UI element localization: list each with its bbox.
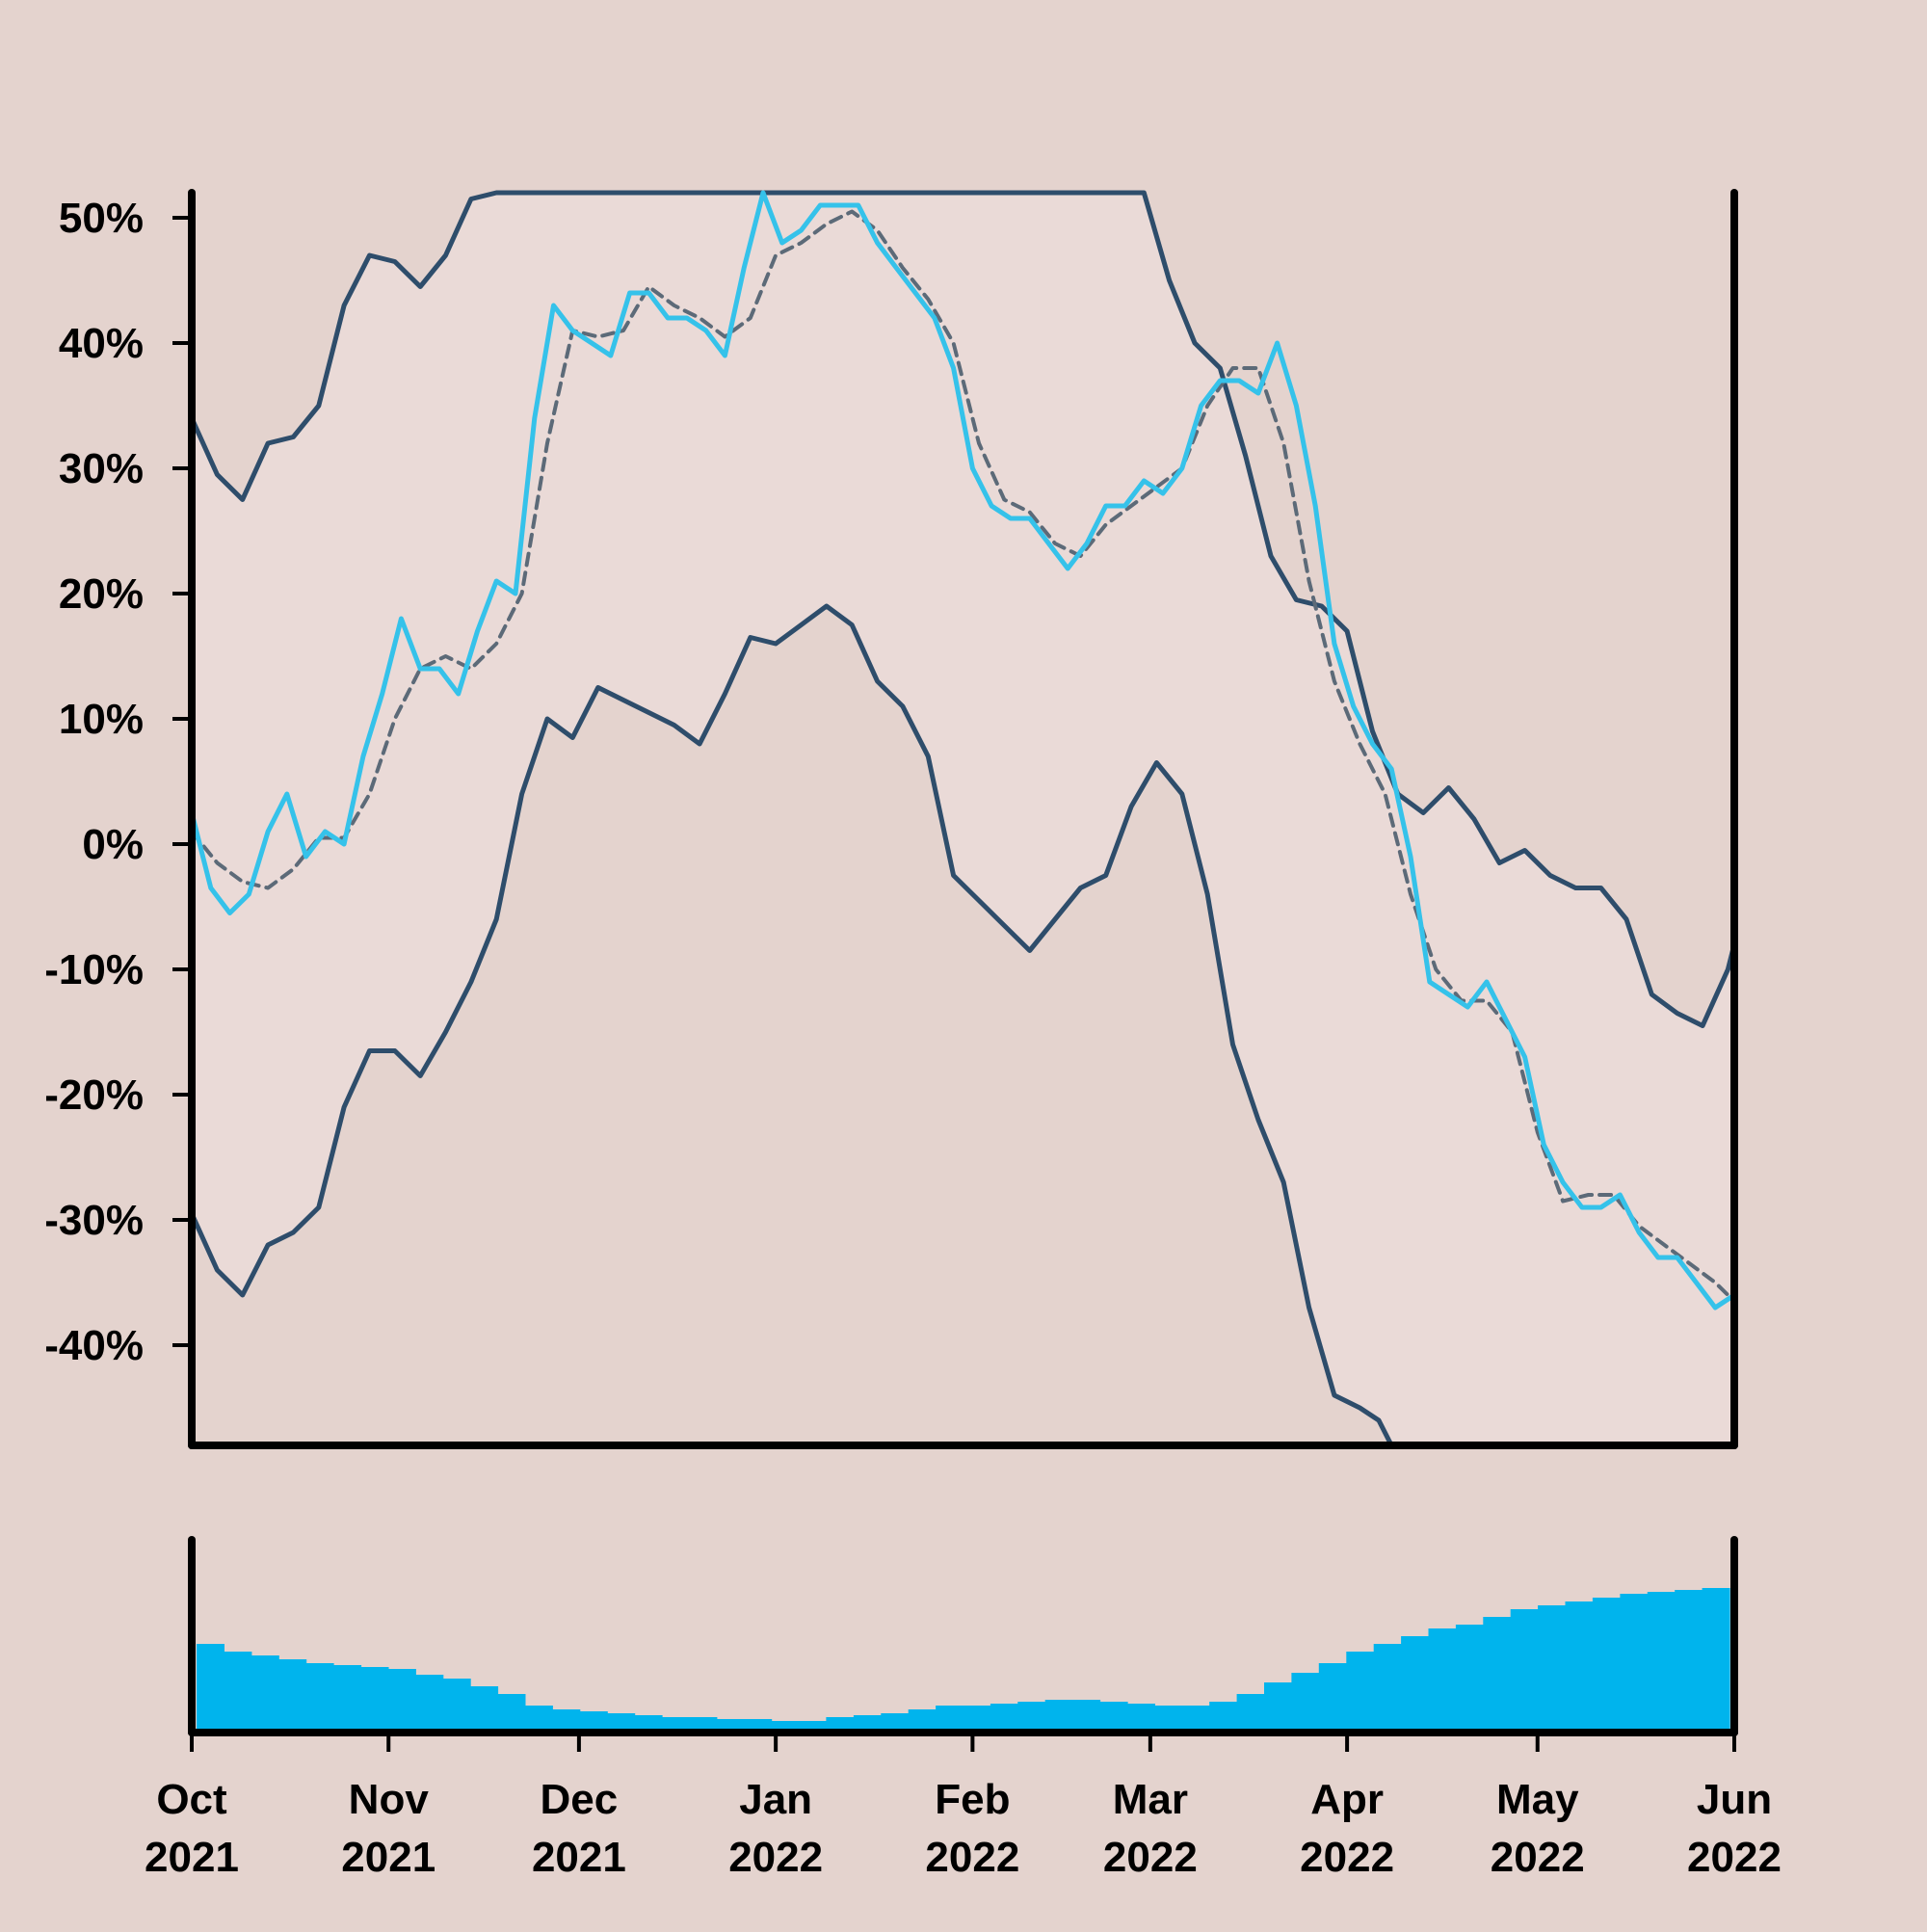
y-tick-label: 20% [59,570,144,618]
volume-bar [1510,1609,1539,1733]
series-line-lower-band [189,603,1394,1448]
volume-bar [607,1713,636,1733]
y-tick-label: -40% [44,1322,144,1369]
volume-bar [1428,1628,1457,1733]
series-line-moving-average [190,209,1736,1304]
y-tick-label: 0% [82,821,144,868]
y-tick-label: -30% [44,1197,144,1244]
volume-bar [1099,1702,1128,1733]
y-tick-label: 30% [59,445,144,492]
x-tick-month-label: Mar [1113,1776,1188,1823]
x-tick-month-label: May [1496,1776,1579,1823]
y-tick-label: -20% [44,1072,144,1119]
volume-bar [197,1644,224,1733]
axes-layer [188,189,1738,1736]
volume-bar [936,1706,964,1733]
volume-bar [442,1679,471,1733]
x-tick-month-label: Jan [739,1776,812,1823]
volume-bar [251,1655,279,1733]
volume-bar [1127,1704,1155,1733]
volume-bar [1647,1592,1676,1733]
volume-bar [387,1669,416,1733]
x-tick-year-label: 2022 [1300,1834,1394,1881]
volume-bar [1620,1594,1649,1733]
volume-bar [881,1713,910,1733]
volume-bar [1592,1598,1621,1733]
volume-bar [1702,1588,1730,1733]
series-line-price [189,190,1737,1310]
volume-bar [1373,1644,1402,1733]
volume-bar [1264,1682,1292,1733]
x-tick-year-label: 2022 [1687,1834,1782,1881]
volume-bar [1291,1673,1320,1733]
volume-bar [497,1694,526,1733]
volume-bar [278,1659,307,1733]
volume-bar [634,1715,663,1733]
volume-bar [1483,1617,1512,1733]
x-tick-month-label: Jun [1697,1776,1772,1823]
x-tick-month-label: Apr [1310,1776,1384,1823]
x-tick-year-label: 2021 [145,1834,239,1881]
volume-bar [1154,1706,1183,1733]
y-tick-label: -10% [44,946,144,993]
volume-bar [1072,1700,1101,1733]
ticks-layer: 50% 40% 30% 20% 10% 0% -10% -20% -30% -40% Oct 2021… [44,195,1782,1881]
volume-bar [963,1706,991,1733]
y-tick-label: 10% [59,696,144,743]
series-line-upper-band [189,190,1737,1028]
x-tick-year-label: 2021 [532,1834,626,1881]
y-tick-label: 50% [59,195,144,242]
volume-bar [579,1711,608,1733]
x-tick-year-label: 2022 [1103,1834,1198,1881]
series-layer [189,190,1737,1448]
x-tick-month-label: Feb [935,1776,1010,1823]
volume-bar [470,1686,499,1733]
volume-bar [853,1715,882,1733]
x-tick-month-label: Dec [541,1776,619,1823]
volume-bar [1565,1601,1594,1733]
band-layer [192,193,1734,1445]
x-tick-year-label: 2022 [1491,1834,1585,1881]
x-tick-year-label: 2022 [728,1834,823,1881]
x-tick-year-label: 2022 [925,1834,1019,1881]
volume-bar [333,1665,362,1733]
volume-bar [1181,1706,1210,1733]
band-fill [192,193,1734,1445]
volume-bar [1017,1702,1046,1733]
volume-bar [1044,1700,1073,1733]
x-tick-year-label: 2021 [341,1834,436,1881]
volume-bar [224,1652,252,1733]
x-tick-month-label: Oct [156,1776,227,1823]
volume-bar [990,1704,1018,1733]
volume-bar [1318,1663,1347,1733]
volume-bar [524,1706,553,1733]
y-tick-label: 40% [59,320,144,367]
x-tick-month-label: Nov [349,1776,430,1823]
volume-bar [305,1663,334,1733]
volume-bar [1209,1702,1238,1733]
volume-bar [1675,1590,1703,1733]
volume-bar [1455,1625,1484,1733]
volume-bar [1346,1652,1375,1733]
volume-layer [197,1588,1730,1733]
volume-bar [415,1675,444,1733]
volume-bar [1538,1605,1567,1733]
volume-bar [1236,1694,1265,1733]
volume-bar [1401,1636,1430,1733]
volume-bar [360,1667,389,1733]
